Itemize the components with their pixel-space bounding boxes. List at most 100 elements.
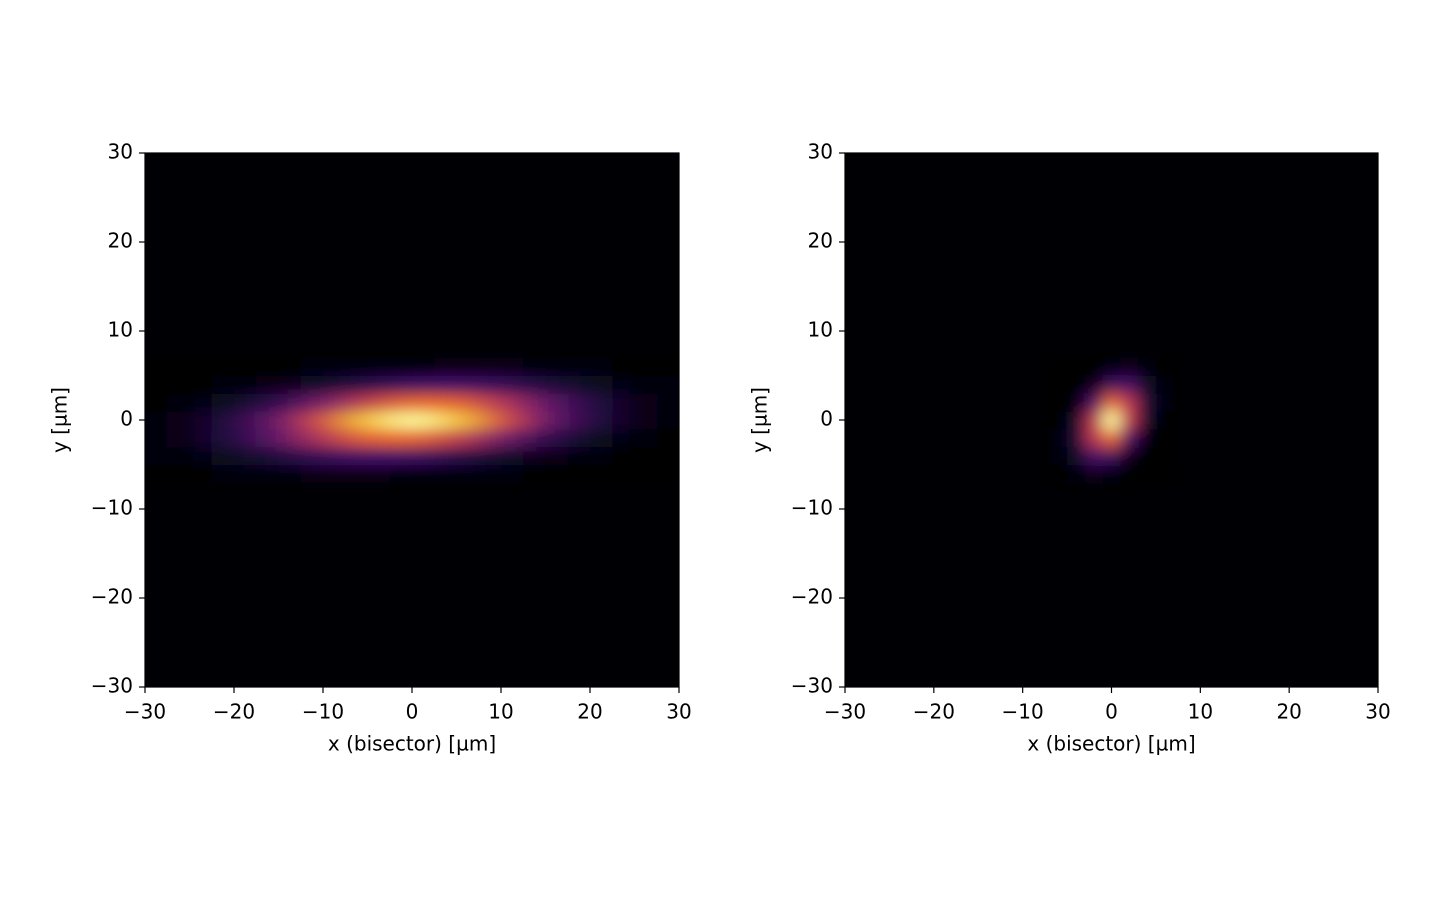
heatmap-cell [1102,375,1121,394]
heatmap-cell [1155,411,1175,430]
heatmap-cell [656,393,679,412]
heatmap-cell [389,428,435,448]
heatmap-cell [300,393,346,412]
heatmap-cell [211,464,257,483]
x-tick-label: 10 [488,700,513,724]
heatmap-cell [478,428,524,448]
y-tick-label: 0 [120,407,133,431]
heatmap-cell [523,464,569,483]
heatmap-cell [1067,411,1086,430]
heatmap-cell [1138,464,1157,483]
y-tick-label: 10 [108,318,133,342]
heatmap-cell [211,375,257,394]
heatmap-cell [1120,446,1139,465]
heatmap-cell [1049,446,1068,465]
heatmap-cell [145,428,168,448]
heatmap-cell [1120,357,1139,376]
plot-area [145,153,679,687]
heatmap-cell [523,411,569,430]
heatmap-cell [567,464,613,483]
heatmap-cell [1155,357,1175,376]
x-tick-label: 20 [577,700,602,724]
heatmap-cell [1049,357,1068,376]
plot-area [845,153,1378,687]
x-tick-label: 30 [666,700,691,724]
heatmap-cell [567,446,613,465]
y-tick-label: −20 [791,585,833,609]
heatmap-cell [345,446,391,465]
x-tick-label: −30 [124,700,166,724]
heatmap-cell [211,393,257,412]
heatmap-cell [256,411,302,430]
heatmap-cell [300,411,346,430]
heatmap-cell [1155,464,1175,483]
heatmap-cell [523,393,569,412]
heatmap-cell [1067,357,1086,376]
x-tick-label: 30 [1365,700,1390,724]
heatmap-cell [612,411,658,430]
y-tick-label: 30 [108,140,133,164]
y-tick-label: 20 [808,229,833,253]
heatmap-cell [256,446,302,465]
heatmap-cell [389,464,435,483]
heatmap-cell [145,464,168,483]
heatmap-cell [1120,375,1139,394]
heatmap-cell [656,446,679,465]
heatmap-cell [434,428,480,448]
heatmap-cell [612,446,658,465]
heatmap-cell [567,428,613,448]
heatmap-cell [567,375,613,394]
heatmap-cell [612,357,658,376]
heatmap-cell [1102,428,1121,448]
heatmap-cell [145,411,168,430]
y-tick-label: −20 [91,585,133,609]
heatmap-cell [345,428,391,448]
heatmap-cell [656,375,679,394]
heatmap-cell [1067,464,1086,483]
heatmap-cell [478,464,524,483]
heatmap-cell [256,375,302,394]
heatmap-cell [389,357,435,376]
heatmap-cell [1102,393,1121,412]
heatmap-cell [389,411,435,430]
heatmap-cell [523,375,569,394]
heatmap-cell [567,393,613,412]
heatmap-cell [1049,411,1068,430]
heatmap-cell [1155,428,1175,448]
heatmap-cell [211,428,257,448]
heatmap-cell [567,357,613,376]
heatmap-cell [256,393,302,412]
heatmap-cell [300,375,346,394]
heatmap-cell [656,411,679,430]
heatmap-cell [256,464,302,483]
heatmap-cell [167,393,213,412]
y-tick-label: −10 [91,496,133,520]
heatmap-cell [434,375,480,394]
heatmap-cell [1084,464,1104,483]
heatmap-cell [1049,393,1068,412]
heatmap-cell [1155,375,1175,394]
heatmap-cell [1138,375,1157,394]
heatmap-cell [167,357,213,376]
heatmap-cell [1138,357,1157,376]
heatmap-cell [656,428,679,448]
heatmap-cell [211,446,257,465]
heatmap-cell [345,375,391,394]
heatmap-cell [523,428,569,448]
heatmap-cell [567,411,613,430]
y-axis-label: y [µm] [48,387,72,453]
heatmap-cell [145,446,168,465]
x-tick-label: −20 [913,700,955,724]
heatmap-cell [167,411,213,430]
heatmap-cell [434,446,480,465]
x-axis-label: x (bisector) [µm] [328,732,496,756]
heatmap-cell [1049,464,1068,483]
heatmap-cell [300,464,346,483]
y-tick-label: −30 [791,674,833,698]
heatmap-cell [478,357,524,376]
heatmap-cell [345,464,391,483]
heatmap-cell [256,428,302,448]
x-tick-label: 10 [1188,700,1213,724]
heatmap-cell [1155,446,1175,465]
